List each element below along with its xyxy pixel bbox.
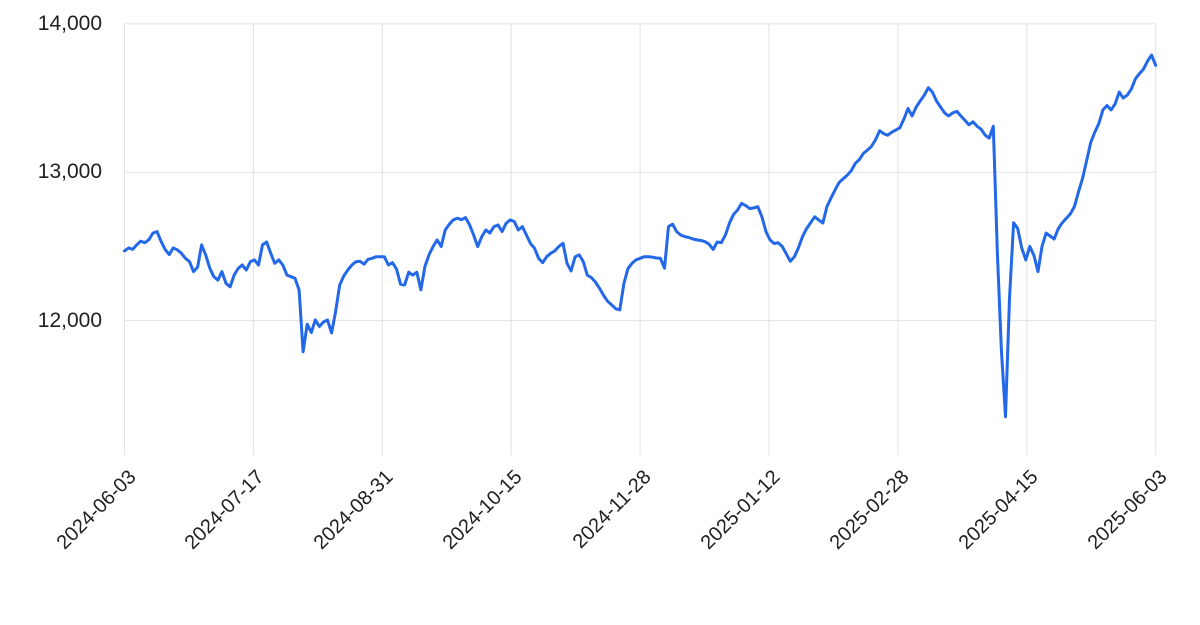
y-axis-tick-label: 14,000 — [37, 11, 102, 35]
price-series-line — [123, 53, 1158, 419]
y-axis-tick-label: 13,000 — [37, 160, 102, 184]
y-axis-tick-label: 12,000 — [37, 308, 102, 332]
